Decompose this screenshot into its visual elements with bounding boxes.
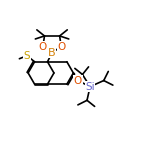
Text: Si: Si [85,82,95,92]
Text: B: B [48,48,56,58]
Text: O: O [57,41,65,52]
Text: O: O [39,41,47,52]
Text: O: O [74,76,82,86]
Text: S: S [24,51,30,61]
